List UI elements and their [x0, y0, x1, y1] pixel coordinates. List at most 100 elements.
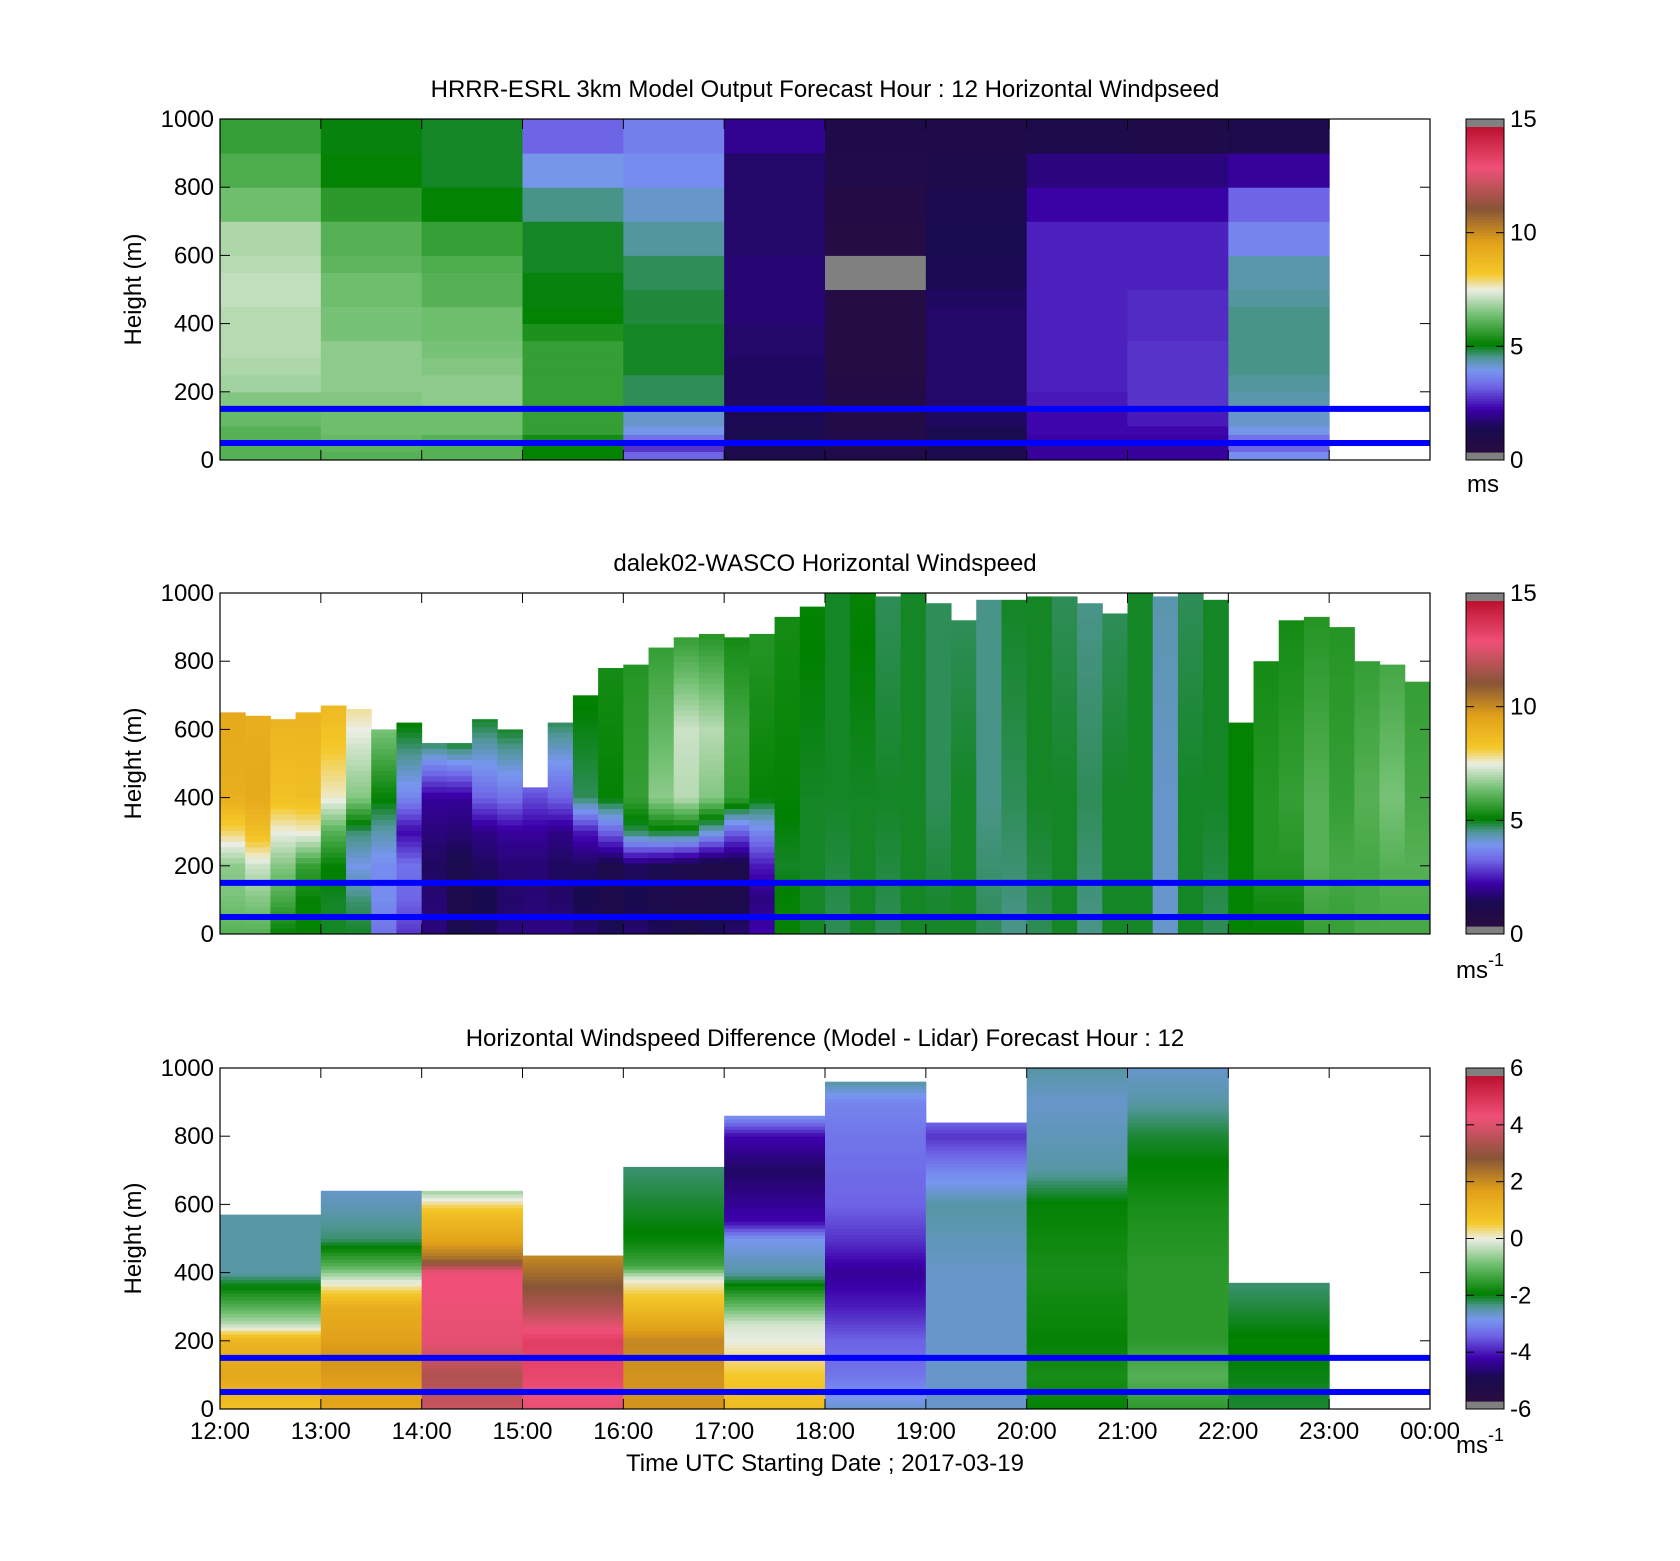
heatmap-cell: [976, 683, 1002, 689]
heatmap-cell: [1278, 895, 1305, 902]
heatmap-cell: [850, 835, 876, 842]
heatmap-cell: [295, 917, 322, 924]
heatmap-cell: [346, 792, 372, 799]
heatmap-cell: [1051, 655, 1078, 662]
heatmap-cell: [1329, 699, 1355, 706]
heatmap-cell: [421, 1333, 523, 1338]
heatmap-cell: [799, 644, 826, 651]
heatmap-cell: [1127, 683, 1154, 689]
heatmap-cell: [724, 639, 750, 646]
heatmap-cell: [1127, 863, 1154, 870]
heatmap-cell: [900, 835, 927, 842]
colorbar-swatch: [1466, 1203, 1504, 1207]
heatmap-cell: [1127, 1323, 1229, 1328]
heatmap-cell: [799, 688, 826, 695]
heatmap-cell: [320, 1269, 423, 1274]
heatmap-cell: [472, 770, 498, 777]
heatmap-cell: [522, 841, 549, 848]
heatmap-cell: [1077, 759, 1103, 766]
heatmap-cell: [1253, 797, 1280, 804]
heatmap-cell: [799, 677, 826, 684]
heatmap-cell: [976, 623, 1002, 629]
heatmap-cell: [825, 1337, 927, 1342]
heatmap-cell: [446, 857, 473, 864]
heatmap-cell: [320, 873, 347, 880]
heatmap-cell: [623, 1194, 725, 1199]
heatmap-cell: [925, 1173, 1028, 1178]
heatmap-cell: [623, 1180, 725, 1185]
heatmap-cell: [850, 661, 876, 668]
heatmap-cell: [245, 781, 271, 788]
heatmap-cell: [925, 1293, 1028, 1297]
heatmap-cell: [623, 693, 650, 700]
heatmap-cell: [623, 737, 650, 744]
heatmap-cell: [1278, 644, 1305, 651]
heatmap-cell: [220, 340, 322, 359]
heatmap-cell: [421, 272, 523, 290]
heatmap-cell: [1077, 661, 1103, 668]
heatmap-cell: [623, 1173, 725, 1178]
heatmap-cell: [825, 661, 851, 668]
heatmap-cell: [497, 792, 523, 799]
heatmap-cell: [1228, 857, 1255, 864]
heatmap-cell: [472, 764, 498, 771]
heatmap-cell: [1152, 781, 1179, 788]
heatmap-cell: [1026, 1238, 1128, 1243]
heatmap-cell: [623, 442, 725, 452]
heatmap-cell: [1026, 606, 1053, 613]
heatmap-cell: [1026, 1105, 1128, 1110]
heatmap-cell: [850, 792, 876, 799]
heatmap-cell: [1278, 748, 1305, 755]
heatmap-cell: [1177, 650, 1204, 657]
heatmap-cell: [522, 824, 549, 831]
heatmap-cell: [1152, 852, 1179, 859]
heatmap-cell: [572, 824, 599, 831]
heatmap-cell: [724, 1166, 826, 1171]
heatmap-cell: [1354, 852, 1381, 859]
colorbar-swatch: [1466, 717, 1504, 721]
colorbar-swatch: [1466, 1084, 1504, 1088]
colorbar-swatch: [1466, 202, 1504, 207]
heatmap-cell: [320, 1241, 423, 1246]
heatmap-cell: [320, 863, 347, 870]
heatmap-cell: [1077, 895, 1103, 902]
heatmap-cell: [1228, 425, 1330, 435]
heatmap-cell: [749, 846, 776, 853]
heatmap-cell: [623, 221, 725, 256]
heatmap-cell: [1152, 726, 1179, 733]
heatmap-cell: [673, 852, 700, 859]
colorbar-swatch: [1466, 1306, 1504, 1310]
heatmap-cell: [1379, 710, 1406, 717]
heatmap-cell: [976, 895, 1002, 902]
x-tick-label: 14:00: [392, 1418, 452, 1445]
heatmap-cell: [421, 1276, 523, 1280]
heatmap-cell: [1077, 868, 1103, 875]
heatmap-cell: [925, 1218, 1028, 1222]
heatmap-cell: [320, 1371, 423, 1376]
heatmap-cell: [1329, 923, 1355, 930]
heatmap-cell: [421, 928, 448, 934]
heatmap-cell: [1127, 1146, 1229, 1151]
heatmap-cell: [472, 868, 498, 875]
heatmap-cell: [270, 753, 297, 760]
heatmap-cell: [220, 1368, 322, 1372]
heatmap-cell: [1253, 737, 1280, 744]
heatmap-cell: [875, 841, 902, 848]
heatmap-cell: [320, 1374, 423, 1379]
heatmap-cell: [1127, 857, 1154, 864]
heatmap-cell: [1051, 906, 1078, 913]
heatmap-cell: [1203, 824, 1229, 831]
heatmap-cell: [1127, 1255, 1229, 1260]
heatmap-cell: [623, 1241, 725, 1246]
heatmap-cell: [1203, 781, 1229, 788]
colorbar-swatch: [1466, 411, 1504, 415]
heatmap-cell: [1354, 923, 1381, 930]
heatmap-cell: [346, 863, 372, 870]
heatmap-cell: [1102, 628, 1128, 635]
heatmap-cell: [1379, 664, 1406, 668]
heatmap-cell: [497, 835, 523, 842]
colorbar-swatch: [1466, 368, 1504, 372]
colorbar-swatch: [1466, 684, 1504, 689]
heatmap-cell: [698, 873, 725, 880]
heatmap-cell: [522, 1344, 624, 1349]
